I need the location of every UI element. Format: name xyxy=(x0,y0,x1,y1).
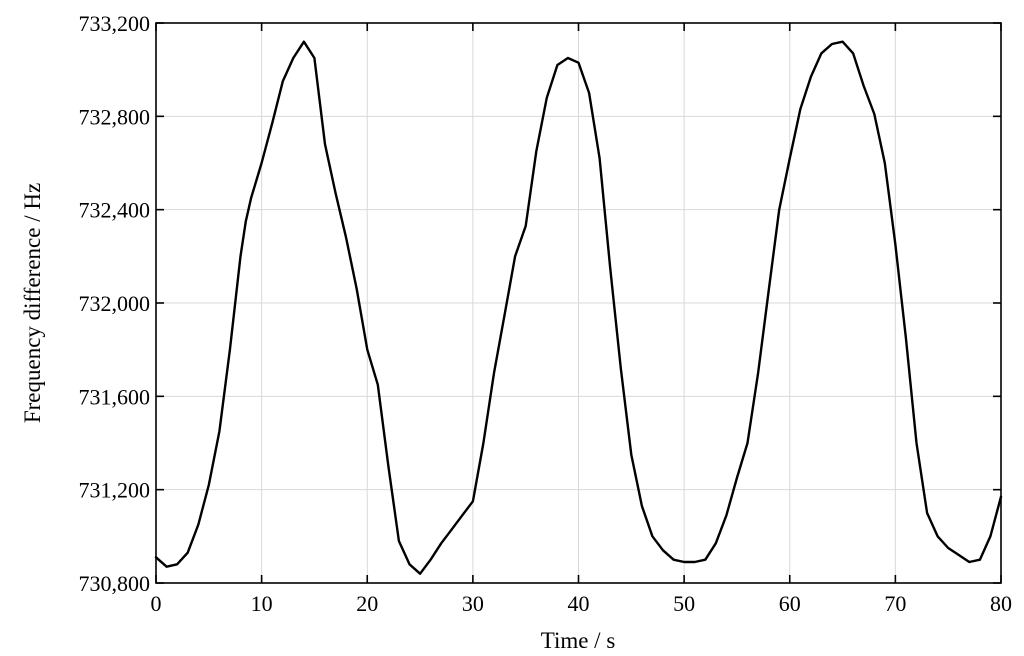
x-tick-label: 10 xyxy=(251,591,273,616)
y-tick-label: 732,800 xyxy=(79,104,151,129)
x-tick-label: 40 xyxy=(568,591,590,616)
series-line xyxy=(154,40,1003,575)
y-tick-label: 731,600 xyxy=(79,384,151,409)
y-tick-labels: 730,800 731,200 731,600 732,000 732,400 732,8… xyxy=(79,11,151,596)
x-tick-label: 60 xyxy=(779,591,801,616)
y-tick-label: 731,200 xyxy=(79,478,151,503)
y-tick-label: 733,200 xyxy=(79,11,151,36)
y-tick-label: 730,800 xyxy=(79,571,151,596)
grid-lines xyxy=(156,23,1001,583)
y-tick-label: 732,400 xyxy=(79,198,151,223)
y-tick-label: 732,000 xyxy=(79,291,151,316)
x-axis-title: Time / s xyxy=(541,628,616,653)
x-tick-label: 70 xyxy=(884,591,906,616)
y-axis-title: Frequency difference / Hz xyxy=(20,183,45,423)
x-tick-label: 0 xyxy=(151,591,162,616)
x-tick-label: 50 xyxy=(673,591,695,616)
x-tick-label: 30 xyxy=(462,591,484,616)
x-tick-label: 20 xyxy=(356,591,378,616)
x-tick-label: 80 xyxy=(990,591,1012,616)
axis-ticks xyxy=(155,22,1002,584)
x-tick-labels: 0 10 20 30 40 50 60 70 80 xyxy=(151,591,1013,616)
